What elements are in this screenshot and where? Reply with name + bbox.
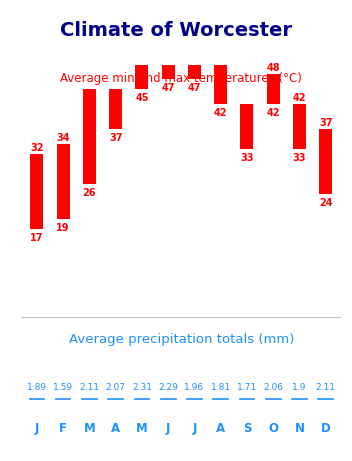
Text: D: D bbox=[321, 422, 331, 436]
Bar bbox=[83, 89, 96, 184]
Text: 48: 48 bbox=[266, 63, 280, 73]
Text: 2.07: 2.07 bbox=[106, 384, 126, 392]
Text: J: J bbox=[192, 422, 197, 436]
Text: 37: 37 bbox=[319, 118, 332, 128]
Text: 17: 17 bbox=[30, 233, 44, 243]
Bar bbox=[240, 104, 253, 149]
Text: 2.06: 2.06 bbox=[263, 384, 283, 392]
Text: 47: 47 bbox=[135, 66, 149, 76]
Text: 2.11: 2.11 bbox=[80, 384, 99, 392]
Text: Average precipitation totals (mm): Average precipitation totals (mm) bbox=[69, 333, 294, 346]
Text: 19: 19 bbox=[56, 223, 70, 233]
Text: 42: 42 bbox=[214, 108, 227, 118]
Text: 24: 24 bbox=[319, 198, 332, 208]
Text: 33: 33 bbox=[240, 153, 254, 163]
Text: 1.59: 1.59 bbox=[53, 384, 73, 392]
Text: 47: 47 bbox=[162, 83, 175, 94]
Bar bbox=[319, 129, 332, 194]
Text: A: A bbox=[216, 422, 225, 436]
Text: 2.29: 2.29 bbox=[158, 384, 178, 392]
Bar bbox=[57, 144, 70, 219]
Text: A: A bbox=[111, 422, 120, 436]
Text: 34: 34 bbox=[56, 133, 70, 143]
Text: 2.31: 2.31 bbox=[132, 384, 152, 392]
Text: 33: 33 bbox=[293, 153, 306, 163]
Text: 32: 32 bbox=[30, 142, 44, 153]
Bar bbox=[135, 40, 149, 89]
Bar bbox=[162, 40, 175, 79]
Text: 47: 47 bbox=[188, 83, 201, 94]
Text: J: J bbox=[166, 422, 170, 436]
Text: O: O bbox=[268, 422, 278, 436]
Text: M: M bbox=[136, 422, 148, 436]
Text: 26: 26 bbox=[83, 188, 96, 198]
Text: 1.81: 1.81 bbox=[210, 384, 231, 392]
Text: Average min and max temperatures (°C): Average min and max temperatures (°C) bbox=[60, 72, 302, 85]
Bar bbox=[188, 40, 201, 79]
Text: 2.11: 2.11 bbox=[316, 384, 336, 392]
Text: 1.71: 1.71 bbox=[237, 384, 257, 392]
Text: Climate of Worcester: Climate of Worcester bbox=[60, 21, 292, 40]
Text: 42: 42 bbox=[293, 93, 306, 103]
Text: 45: 45 bbox=[135, 94, 149, 103]
Text: S: S bbox=[243, 422, 251, 436]
Text: 37: 37 bbox=[109, 133, 122, 143]
Bar bbox=[214, 40, 227, 104]
Bar bbox=[30, 154, 43, 229]
Bar bbox=[293, 104, 306, 149]
Text: 1.96: 1.96 bbox=[184, 384, 205, 392]
Text: 1.89: 1.89 bbox=[27, 384, 47, 392]
Text: N: N bbox=[294, 422, 304, 436]
Text: M: M bbox=[83, 422, 95, 436]
Bar bbox=[266, 75, 280, 104]
Text: J: J bbox=[35, 422, 39, 436]
Bar bbox=[109, 89, 122, 129]
Text: F: F bbox=[59, 422, 67, 436]
Text: 1.9: 1.9 bbox=[292, 384, 307, 392]
Text: 42: 42 bbox=[266, 108, 280, 118]
